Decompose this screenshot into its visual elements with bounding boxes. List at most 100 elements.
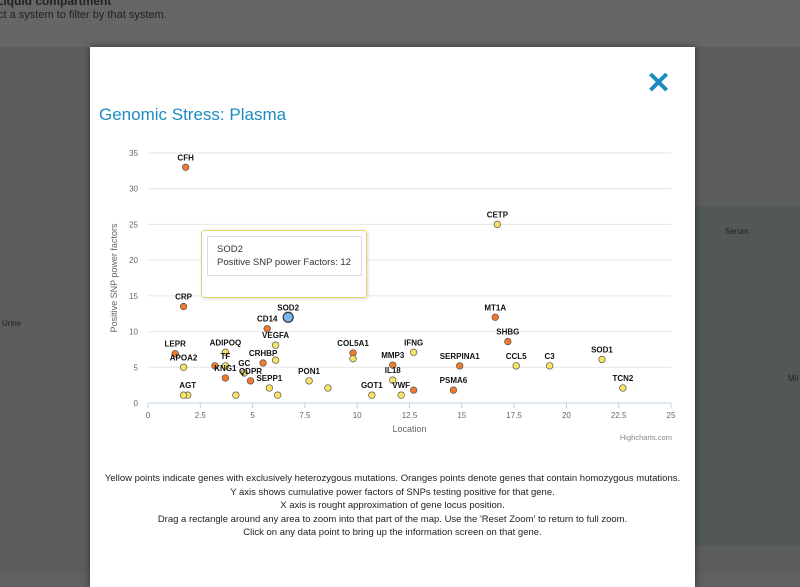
point-label: MMP3 [381, 351, 405, 360]
x-tick-label: 25 [667, 411, 676, 420]
data-point[interactable] [221, 374, 230, 382]
data-point[interactable] [179, 391, 188, 399]
data-point[interactable] [232, 391, 240, 399]
point-label: LEPR [165, 340, 187, 349]
treemap-cell-milk[interactable]: Mil [695, 206, 800, 546]
y-tick-label: 25 [129, 220, 138, 229]
point-label: CETP [487, 210, 509, 219]
x-tick-label: 0 [146, 411, 151, 420]
data-point[interactable] [274, 391, 282, 399]
point-label: ADIPOQ [210, 338, 242, 347]
data-point[interactable] [171, 350, 179, 358]
highcharts-credit[interactable]: Highcharts.com [619, 433, 672, 442]
y-tick-label: 5 [134, 363, 139, 372]
data-point[interactable] [449, 386, 458, 394]
data-point[interactable] [221, 348, 230, 356]
data-point[interactable] [389, 376, 397, 384]
x-tick-label: 2.5 [195, 411, 207, 420]
y-axis-title: Positive SNP power factors [109, 223, 119, 332]
point-label: SOD2 [277, 303, 299, 312]
data-point[interactable] [619, 384, 627, 392]
data-point[interactable] [211, 362, 219, 370]
data-point[interactable] [493, 220, 502, 229]
gene-modal: Genomic Stress: Plasma ✕ 0 5 10 15 20 25 30 35 0… [90, 47, 695, 587]
scatter-chart[interactable]: 0 5 10 15 20 25 30 35 0 2.5 5 7.5 10 12.5 15 17.5 20 22.5… [90, 47, 695, 447]
data-point[interactable] [265, 384, 273, 392]
point-label: QDPR [239, 367, 262, 376]
y-tick-label: 35 [129, 149, 138, 158]
data-point[interactable] [368, 391, 376, 399]
treemap-right[interactable]: Mil Serum [695, 47, 800, 573]
note-line: Click on any data point to bring up the … [243, 527, 542, 538]
y-tick-label: 20 [129, 256, 138, 265]
point-label: TCN2 [612, 374, 633, 383]
background-subtitle: ct a system to filter by that system. [0, 9, 167, 21]
x-tick-label: 5 [250, 411, 255, 420]
data-point[interactable] [410, 348, 418, 356]
data-point[interactable] [305, 377, 313, 385]
treemap-left[interactable]: Urine [0, 47, 90, 573]
x-tick-label: 17.5 [506, 411, 522, 420]
data-point[interactable] [271, 341, 280, 349]
chart-notes: Yellow points indicate genes with exclus… [90, 472, 695, 540]
data-point[interactable] [246, 377, 255, 385]
x-tick-label: 22.5 [611, 411, 627, 420]
data-point[interactable] [456, 362, 464, 370]
point-label: SEPP1 [256, 374, 282, 383]
y-tick-label: 10 [129, 328, 138, 337]
data-point[interactable] [271, 356, 280, 364]
data-point[interactable] [221, 362, 230, 370]
point-label: GOT1 [361, 381, 383, 390]
point-label: VWF [392, 381, 410, 390]
background-header: Liquid compartment ct a system to filter… [0, 0, 800, 47]
point-label: GC [238, 359, 250, 368]
data-point[interactable] [182, 163, 190, 171]
data-point[interactable] [240, 369, 248, 377]
data-point[interactable] [263, 325, 271, 333]
x-tick-label: 15 [457, 411, 466, 420]
data-point[interactable] [324, 384, 332, 392]
y-tick-label: 30 [129, 185, 138, 194]
modal-title: Genomic Stress: Plasma [99, 105, 287, 124]
point-label: VEGFA [262, 331, 289, 340]
data-point[interactable] [504, 337, 512, 346]
point-label: COL5A1 [337, 339, 369, 348]
tooltip-value: Positive SNP power Factors: 12 [217, 257, 351, 268]
data-point[interactable] [512, 362, 520, 370]
tooltip-name: SOD2 [217, 244, 243, 255]
data-point[interactable] [598, 355, 606, 364]
data-point[interactable] [282, 311, 294, 323]
x-tick-label: 20 [562, 411, 571, 420]
data-point[interactable] [179, 302, 188, 311]
x-tick-label: 10 [353, 411, 362, 420]
note-line: Y axis shows cumulative power factors of… [230, 486, 555, 498]
y-tick-label: 15 [129, 292, 138, 301]
y-tick-label: 0 [134, 399, 139, 408]
data-point[interactable] [546, 362, 554, 370]
data-point[interactable] [259, 359, 267, 367]
point-label: PON1 [298, 367, 320, 376]
data-point[interactable] [397, 391, 405, 399]
data-point[interactable] [491, 313, 499, 321]
point-label: AGT [179, 381, 196, 390]
point-label: CCL5 [506, 352, 527, 361]
point-label: C3 [545, 352, 556, 361]
point-label: MT1A [484, 303, 506, 312]
treemap-label-milk: Mil [788, 374, 799, 383]
x-tick-label: 7.5 [299, 411, 311, 420]
point-label: SOD1 [591, 345, 613, 354]
close-icon[interactable]: ✕ [646, 67, 672, 100]
note-line: X axis is rought approximation of gene l… [280, 500, 505, 511]
note-line: Yellow points indicate genes with exclus… [104, 473, 681, 484]
point-label: APOA2 [170, 353, 198, 362]
point-label: PSMA6 [440, 376, 468, 385]
point-label: CD14 [257, 315, 278, 324]
treemap-label-serum: Serum [725, 227, 749, 236]
treemap-label-urine: Urine [2, 319, 22, 328]
background-heading: Liquid compartment [0, 0, 112, 8]
point-label: SERPINA1 [440, 352, 481, 361]
data-point[interactable] [389, 361, 397, 369]
data-point[interactable] [179, 363, 188, 371]
data-point[interactable] [349, 355, 357, 363]
data-point[interactable] [410, 386, 418, 394]
